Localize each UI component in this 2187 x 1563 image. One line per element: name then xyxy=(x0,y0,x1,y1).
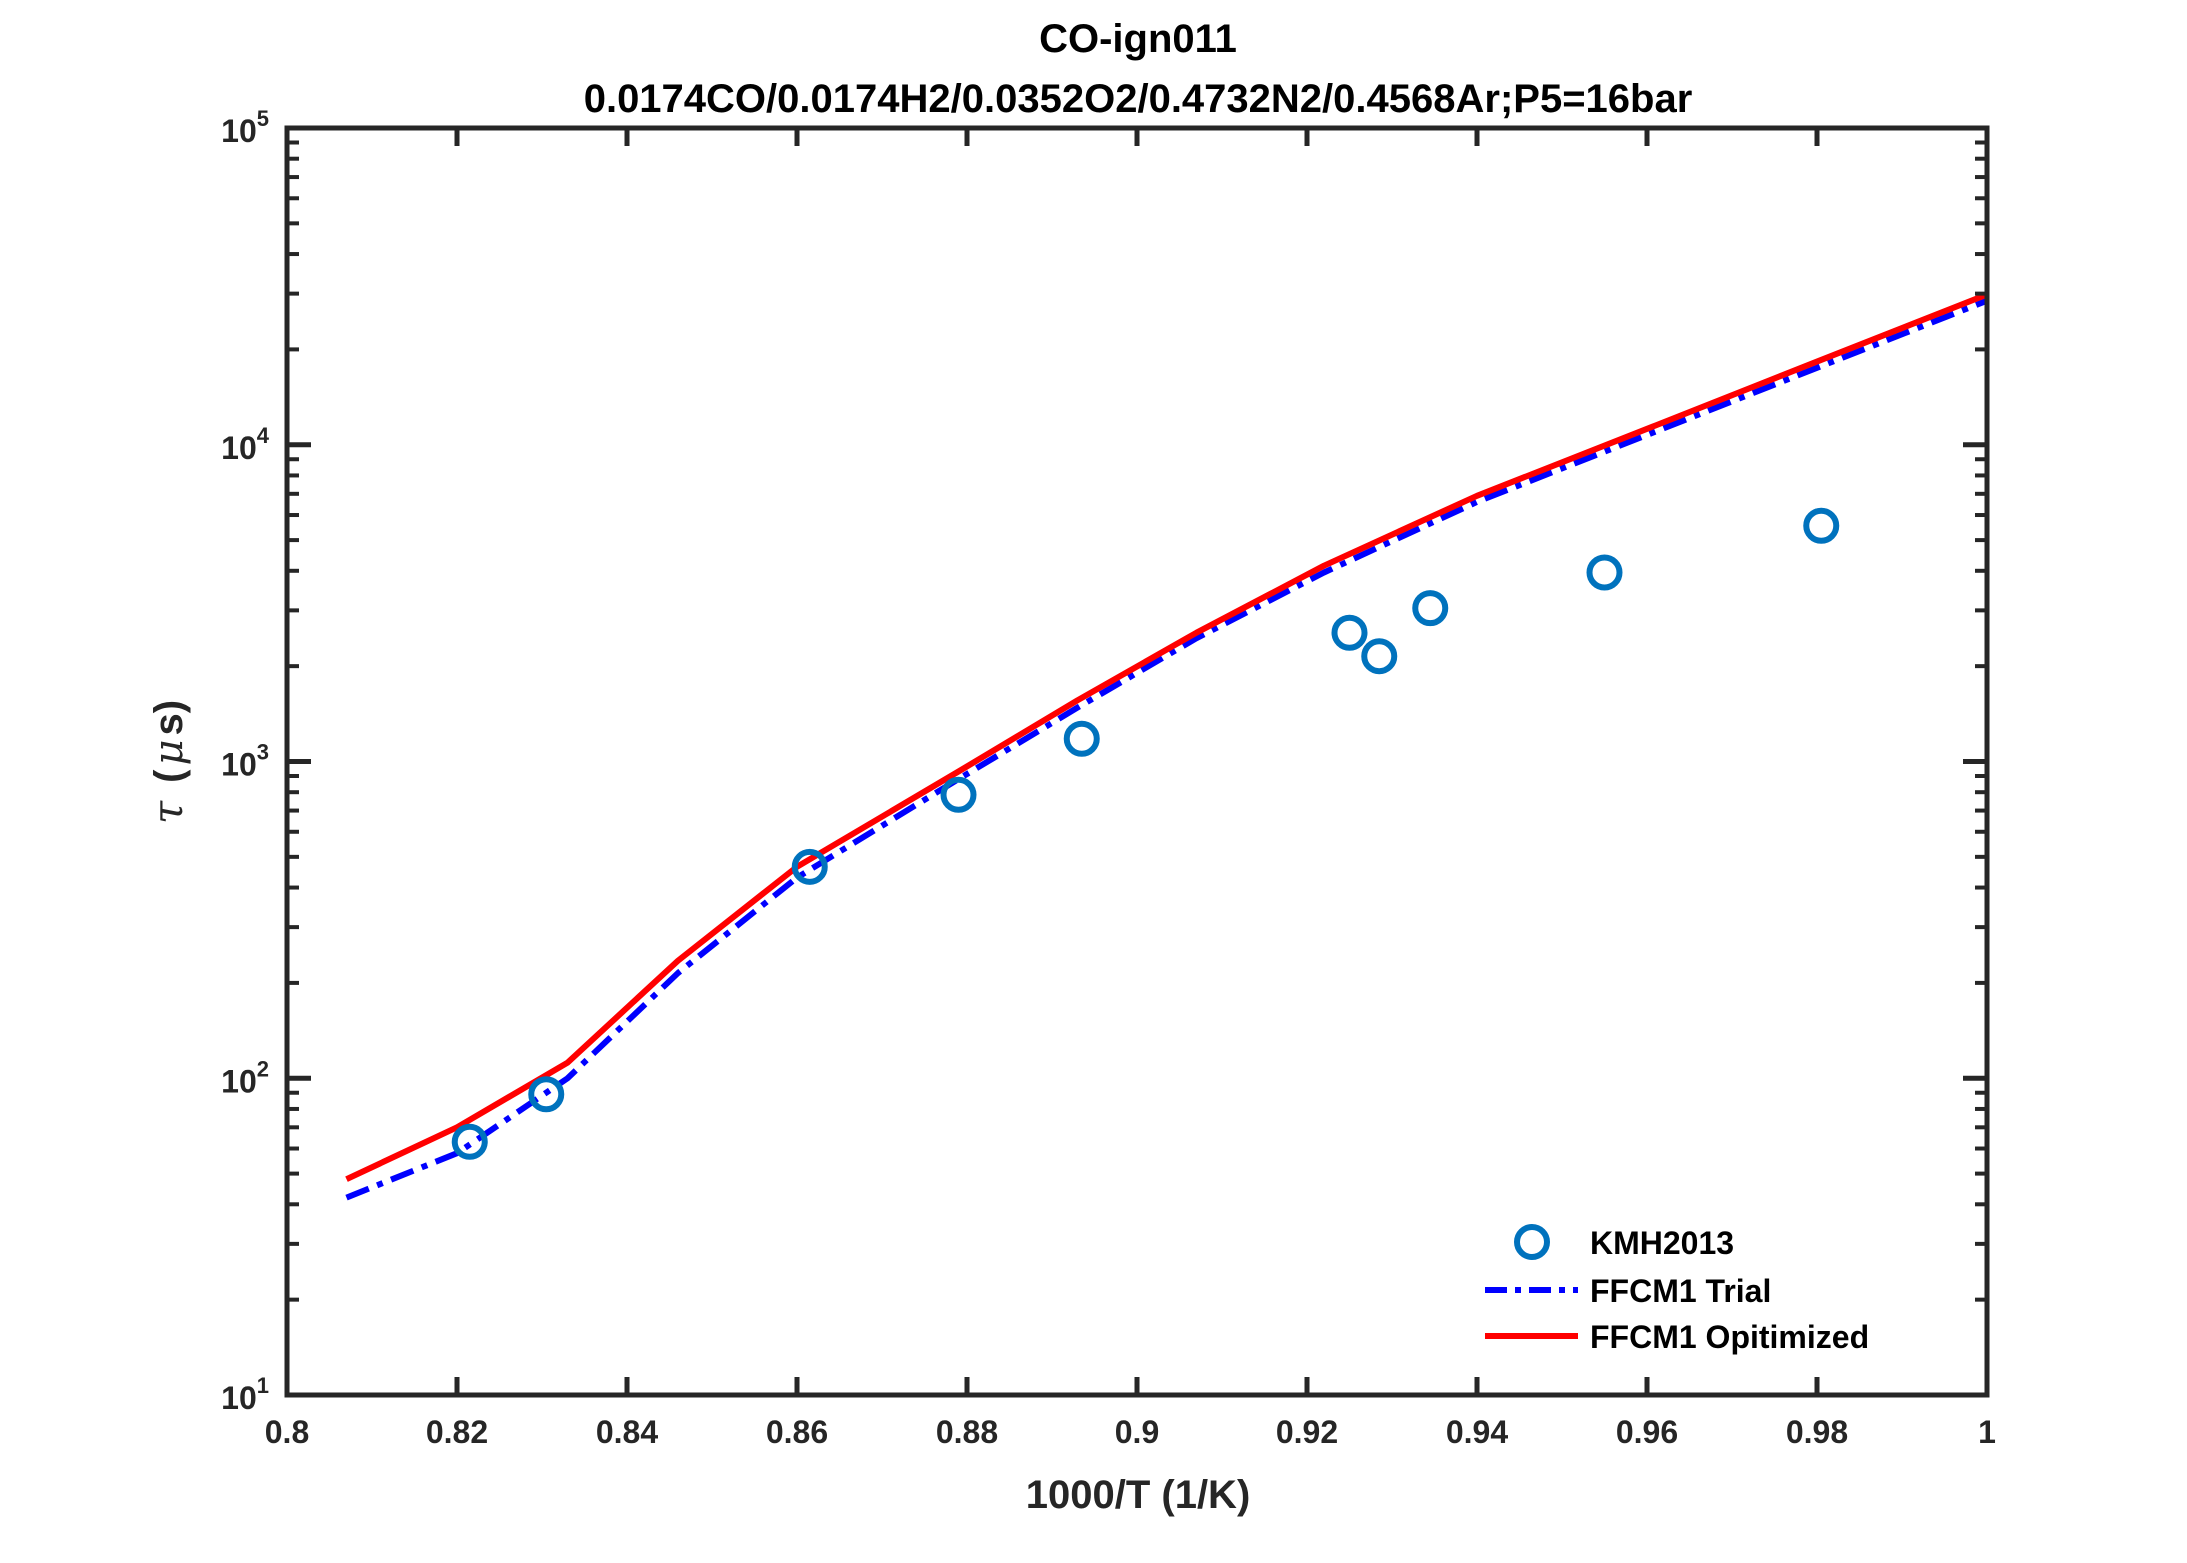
data-point-kmh2013-1 xyxy=(528,1076,565,1113)
y-tick-label-1: 102 xyxy=(221,1056,269,1099)
legend-label-ffcm1-trial: FFCM1 Trial xyxy=(1590,1273,1771,1309)
y-tick-label-4: 105 xyxy=(221,106,269,149)
y-axis-unit-mu: μ xyxy=(146,740,192,766)
x-tick-labels: 0.8 0.82 0.84 0.86 0.88 0.9 0.92 0.94 0.96 0.98 1 xyxy=(265,1414,1996,1450)
data-point-kmh2013-4 xyxy=(1063,720,1100,757)
x-tick-label-4: 0.88 xyxy=(936,1414,998,1450)
data-point-kmh2013-8 xyxy=(1586,554,1623,591)
data-point-kmh2013-0 xyxy=(451,1123,488,1160)
y-tick-label-0: 101 xyxy=(221,1373,269,1416)
series-layer xyxy=(345,291,1989,1201)
x-tick-label-7: 0.94 xyxy=(1446,1414,1508,1450)
series-line-ffcm1-opitimized xyxy=(345,291,1989,1182)
series-line-ffcm1-trial xyxy=(345,297,1989,1201)
chart-subtitle: 0.0174CO/0.0174H2/0.0352O2/0.4732N2/0.45… xyxy=(584,77,1693,121)
legend-label-kmh2013: KMH2013 xyxy=(1590,1225,1734,1261)
x-tick-label-2: 0.84 xyxy=(596,1414,658,1450)
x-tick-label-10: 1 xyxy=(1978,1414,1996,1450)
y-axis-unit-open: ( xyxy=(147,769,191,783)
y-tick-labels: 101 102 103 104 105 xyxy=(221,106,270,1416)
legend-label-ffcm1-optimized: FFCM1 Opitimized xyxy=(1590,1319,1869,1355)
data-point-kmh2013-9 xyxy=(1803,507,1840,544)
y-axis-label: τ ( μ s) xyxy=(143,700,192,824)
x-axis-label: 1000/T (1/K) xyxy=(1026,1473,1251,1517)
y-axis-unit-rest: s) xyxy=(147,700,191,736)
x-tick-label-6: 0.92 xyxy=(1276,1414,1338,1450)
data-point-kmh2013-3 xyxy=(940,776,977,813)
legend: KMH2013 FFCM1 Trial FFCM1 Opitimized xyxy=(1485,1224,1869,1355)
x-tick-label-5: 0.9 xyxy=(1115,1414,1159,1450)
x-tick-label-8: 0.96 xyxy=(1616,1414,1678,1450)
data-point-kmh2013-6 xyxy=(1361,638,1398,675)
data-point-kmh2013-2 xyxy=(791,848,828,885)
data-point-kmh2013-7 xyxy=(1412,590,1449,627)
legend-marker-kmh2013 xyxy=(1514,1224,1550,1260)
y-tick-label-2: 103 xyxy=(221,740,269,783)
y-axis-symbol: τ xyxy=(143,800,192,824)
plot-background xyxy=(287,128,1987,1395)
x-tick-label-1: 0.82 xyxy=(426,1414,488,1450)
x-tick-label-9: 0.98 xyxy=(1786,1414,1848,1450)
chart-title: CO-ign011 xyxy=(1039,17,1237,61)
y-tick-label-3: 104 xyxy=(221,423,270,466)
x-tick-label-3: 0.86 xyxy=(766,1414,828,1450)
plot-frame xyxy=(284,125,1990,1398)
x-tick-label-0: 0.8 xyxy=(265,1414,309,1450)
plot-area xyxy=(284,125,1990,1398)
data-point-kmh2013-5 xyxy=(1331,614,1368,651)
